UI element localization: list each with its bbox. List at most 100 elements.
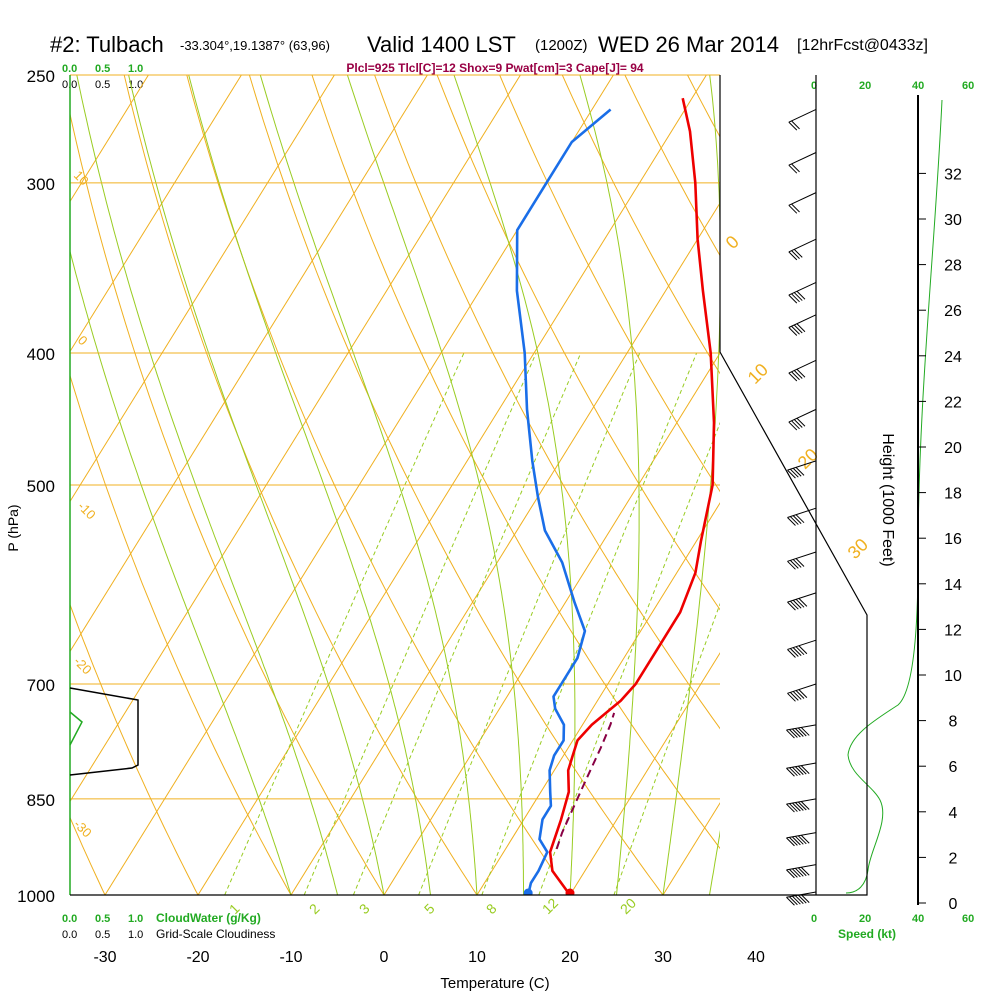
wind-barb [795, 558, 805, 567]
dry-adiabat-label: -20 [71, 654, 95, 678]
wind-barb [797, 835, 807, 845]
mixing-ratio-label: 12 [539, 895, 561, 917]
wind-barb [800, 765, 810, 774]
mixing-ratio-line [224, 352, 465, 895]
speed-tick-top: 20 [859, 80, 871, 92]
wind-barb [787, 692, 796, 702]
height-tick-label: 26 [944, 303, 962, 320]
wind-barb [792, 515, 802, 524]
speed-tick-top: 60 [962, 80, 974, 92]
wind-barb [789, 729, 798, 738]
wind-barb [787, 601, 796, 611]
wind-barb [789, 560, 799, 569]
wind-barb [796, 417, 806, 427]
wind-barb [791, 203, 800, 213]
wind-barb [791, 293, 800, 303]
wind-barb [787, 649, 796, 658]
wind-barb [795, 514, 805, 524]
wind-barb [793, 249, 803, 258]
wind-barb [791, 420, 800, 430]
wind-barb [794, 835, 804, 845]
wind-barb [788, 327, 798, 336]
dry-adiabat-line [186, 75, 571, 895]
dry-adiabat-line [70, 373, 292, 895]
height-tick-label: 2 [949, 850, 958, 867]
wind-barb [792, 647, 802, 656]
wind-barb [788, 294, 798, 304]
moist-adiabat-line [453, 75, 576, 895]
wind-barb [788, 281, 817, 296]
valid-date: WED 26 Mar 2014 [598, 32, 779, 57]
wind-speed-profile [845, 99, 943, 894]
station-title: #2: Tulbach [50, 32, 164, 57]
wind-barb [791, 325, 800, 335]
wind-barb [795, 598, 805, 608]
speed-tick-top: 40 [912, 80, 924, 92]
wind-barb [794, 895, 804, 905]
wind-barb [792, 766, 801, 776]
pressure-tick-label: 400 [27, 345, 55, 364]
dry-adiabat-label: -30 [71, 817, 95, 841]
cloudwater-profile [69, 711, 83, 746]
dry-adiabat-line [70, 111, 385, 895]
moist-adiabat-line [128, 75, 385, 895]
wind-barb [788, 121, 798, 131]
wind-barb [796, 368, 806, 378]
wind-barb [787, 517, 796, 526]
isotherm-line [70, 75, 242, 353]
wind-barb [794, 867, 804, 877]
speed-tick-bottom: 0 [811, 913, 817, 925]
valid-time: Valid 1400 LST [367, 32, 516, 57]
pressure-tick-label: 500 [27, 477, 55, 496]
wind-barb [795, 690, 805, 699]
station-coords: -33.304°,19.1387° (63,96) [180, 38, 330, 53]
wind-barb [789, 868, 798, 878]
pressure-tick-label: 250 [27, 67, 55, 86]
cloudiness-tick-bottom: 0.0 [62, 929, 77, 941]
wind-barb [791, 163, 800, 173]
pressure-tick-label: 850 [27, 791, 55, 810]
speed-tick-top: 0 [811, 80, 817, 92]
y-axis-label: P (hPa) [5, 504, 21, 551]
isobar-lines [70, 74, 720, 896]
parcel-line [555, 712, 616, 850]
wind-barb [788, 238, 817, 253]
wind-barb [792, 691, 802, 700]
wind-barb [788, 204, 798, 214]
wind-barb [792, 836, 801, 846]
height-axis-label: Height (1000 Feet) [879, 433, 896, 566]
wind-barb [788, 109, 817, 123]
wind-barb [787, 460, 817, 471]
moist-adiabat-line [76, 75, 338, 895]
wind-barb [798, 689, 808, 698]
wind-barb [798, 598, 808, 607]
dry-adiabat-line [436, 75, 720, 611]
moist-adiabat-label: 10 [744, 360, 772, 388]
wind-barb [789, 803, 798, 812]
wind-barb [789, 648, 799, 657]
height-tick-label: 10 [944, 668, 962, 685]
temperature-tick-label: 30 [654, 949, 672, 966]
dry-adiabat-line [561, 75, 720, 375]
mixing-ratio-label: 8 [483, 900, 500, 917]
dry-adiabat-line [248, 75, 664, 895]
wind-barb [788, 421, 798, 431]
wind-barb [792, 868, 801, 878]
temperature-tick-label: 10 [468, 949, 486, 966]
height-tick-label: 28 [944, 258, 962, 275]
wind-barb [792, 728, 801, 738]
wind-barb [789, 896, 798, 906]
dry-adiabat-line [311, 75, 720, 850]
speed-label: Speed (kt) [838, 927, 896, 941]
pressure-tick-label: 300 [27, 175, 55, 194]
cloudwater-tick-top: 0.0 [62, 63, 77, 75]
cloud-scale-bottom: 0.0 0.5 1.0 CloudWater (g/Kg) 0.0 0.5 1.… [62, 911, 275, 941]
temperature-tick-label: -30 [93, 949, 116, 966]
wind-barb [793, 292, 803, 301]
zulu-time: (1200Z) [535, 37, 588, 54]
wind-barb [788, 152, 817, 166]
height-tick-label: 32 [944, 166, 962, 183]
wind-barb [794, 802, 804, 811]
wind-barb [789, 600, 799, 610]
